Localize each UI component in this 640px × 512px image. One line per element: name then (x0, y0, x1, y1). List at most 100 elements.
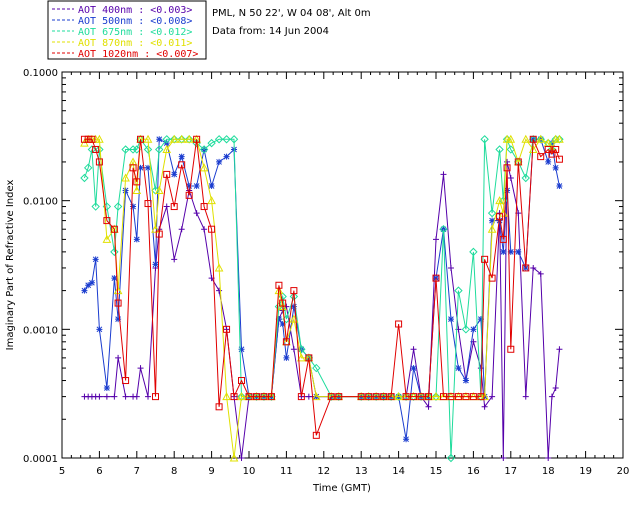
data-point (178, 153, 185, 160)
data-point (92, 256, 99, 263)
data-point (223, 325, 231, 333)
data-point (133, 236, 140, 243)
data-point (113, 202, 123, 211)
data-point (552, 164, 559, 171)
data-point (480, 135, 489, 144)
data-point (425, 393, 433, 401)
data-point (186, 183, 193, 190)
data-point (260, 393, 268, 401)
data-point (145, 393, 152, 400)
data-point (80, 173, 89, 183)
data-point (290, 346, 297, 353)
data-point (279, 299, 287, 307)
data-point (245, 393, 253, 401)
data-point (81, 287, 88, 294)
data-point (446, 453, 456, 463)
data-point (357, 393, 365, 401)
data-point (137, 365, 144, 372)
data-point (480, 392, 489, 401)
data-point (297, 393, 305, 401)
data-point (387, 393, 395, 401)
data-point (154, 185, 164, 194)
axes: 5 6 7 8 9 10 11 12 13 14 15 16 17 18 19 20 0.0001 0.0010 0… (23, 68, 629, 477)
data-point (528, 144, 538, 153)
x-tick-label: 5 (59, 466, 65, 477)
data-point (207, 196, 216, 205)
data-point (305, 393, 312, 400)
data-point (274, 286, 284, 295)
data-point (297, 353, 306, 362)
data-point (114, 299, 122, 307)
x-tick-label: 16 (467, 466, 480, 477)
data-point (156, 136, 163, 143)
data-point (163, 170, 171, 178)
data-point (132, 185, 142, 194)
data-point (529, 135, 537, 143)
data-point (279, 321, 286, 328)
data-point (80, 135, 88, 143)
data-point (487, 208, 497, 218)
data-point (121, 173, 130, 182)
data-point (201, 226, 208, 233)
data-point (133, 393, 140, 400)
legend-entry: AOT 500nm : <0.008> (78, 16, 192, 27)
data-point (193, 183, 200, 190)
data-point (481, 403, 488, 410)
legend-entry: AOT 870nm : <0.011> (78, 38, 192, 49)
data-point (489, 217, 496, 224)
data-point (88, 279, 95, 286)
data-point (447, 264, 454, 271)
data-point (447, 316, 454, 323)
data-point (103, 393, 110, 400)
data-point (145, 164, 152, 171)
data-point (515, 248, 522, 255)
data-point (536, 134, 546, 143)
data-point (95, 158, 103, 166)
data-point (503, 164, 511, 172)
data-point (95, 145, 104, 154)
data-point (122, 393, 129, 400)
data-point (454, 393, 462, 401)
data-point (537, 270, 544, 277)
data-point (115, 354, 122, 361)
data-point (162, 144, 172, 153)
data-point (122, 377, 130, 385)
data-point (506, 145, 516, 154)
data-point (305, 354, 313, 362)
data-point (552, 384, 559, 391)
data-point (103, 217, 111, 225)
data-point (252, 393, 260, 401)
data-point (275, 281, 283, 289)
data-point (185, 191, 193, 199)
data-point (469, 247, 478, 257)
data-point (137, 135, 145, 143)
data-point (462, 377, 469, 384)
data-point (229, 135, 239, 144)
data-point (507, 175, 514, 182)
data-point (171, 171, 178, 178)
data-point (410, 346, 417, 353)
data-point (556, 183, 563, 190)
data-point (537, 153, 545, 161)
data-point (152, 393, 159, 401)
y-tick-label: 0.0010 (23, 325, 58, 336)
data-point (83, 163, 93, 173)
data-point (499, 235, 507, 243)
data-point (522, 264, 529, 271)
data-point (394, 392, 403, 401)
data-point (96, 326, 103, 333)
data-point (111, 275, 118, 282)
data-point (229, 453, 239, 462)
data-point (151, 224, 160, 233)
data-point (193, 210, 200, 217)
data-point (184, 134, 194, 143)
data-point (461, 325, 471, 334)
data-point (440, 171, 447, 178)
data-point (214, 135, 224, 144)
data-point (95, 134, 104, 143)
data-point (470, 326, 477, 333)
x-tick-label: 10 (243, 466, 256, 477)
data-point (548, 393, 555, 400)
data-point (177, 134, 187, 143)
